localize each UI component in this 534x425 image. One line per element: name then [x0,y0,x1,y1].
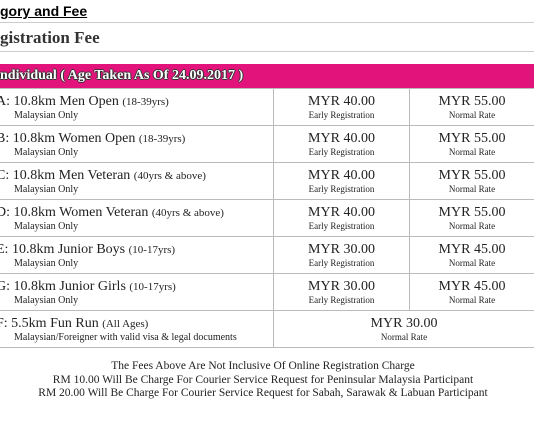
fee: MYR 45.00 [438,279,506,294]
category-line: C: 10.8km Men Veteran (40yrs & above) [0,168,273,184]
fee: MYR 30.00 [308,279,375,294]
fee-label: Early Registration [308,295,375,305]
age-range: (18-39yrs) [138,132,186,145]
table-row: A: 10.8km Men Open (18-39yrs) Malaysian O… [0,88,534,126]
fee: MYR 40.00 [308,131,375,146]
footer: The Fees Above Are Not Inclusive Of Onli… [0,360,526,401]
footer-line: RM 20.00 Will Be Charge For Courier Serv… [38,387,488,399]
normal-fee-cell: MYR 55.00 Normal Rate [409,125,534,163]
category-line: F: 5.5km Fun Run (All Ages) [0,316,273,332]
age-range: (10-17yrs) [129,280,176,293]
fee: MYR 55.00 [438,131,506,146]
divider [0,22,534,23]
table-heading: ndividual ( Age Taken As Of 24.09.2017 ) [0,64,534,88]
normal-fee-cell: MYR 55.00 Normal Rate [409,88,534,126]
category-name: D: 10.8km Women Veteran [0,204,149,220]
category-name: E: 10.8km Junior Boys [0,241,126,257]
fee-label: Normal Rate [448,184,496,194]
section-title: gory and Fee [0,3,88,19]
category-name: F: 5.5km Fun Run [0,315,99,331]
fee-label: Normal Rate [448,295,496,305]
age-range: (40yrs & above) [151,206,224,219]
eligibility: Malaysian Only [14,257,79,269]
table-row: D: 10.8km Women Veteran (40yrs & above) M… [0,199,534,237]
eligibility: Malaysian/Foreigner with valid visa & le… [14,331,237,343]
table-row: C: 10.8km Men Veteran (40yrs & above) Mal… [0,162,534,200]
fee-label: Normal Rate [448,221,496,231]
early-fee-cell: MYR 40.00 Early Registration [273,125,410,163]
fee-table: A: 10.8km Men Open (18-39yrs) Malaysian O… [0,88,534,348]
fee: MYR 45.00 [438,242,506,257]
fee: MYR 40.00 [308,94,375,109]
table-row: E: 10.8km Junior Boys (10-17yrs) Malaysia… [0,236,534,274]
early-fee-cell: MYR 30.00 Early Registration [273,236,410,274]
fee: MYR 30.00 [308,242,375,257]
normal-fee-cell: MYR 55.00 Normal Rate [409,162,534,200]
category-cell: E: 10.8km Junior Boys (10-17yrs) Malaysia… [0,236,274,274]
category-cell: A: 10.8km Men Open (18-39yrs) Malaysian O… [0,88,274,126]
fee: MYR 30.00 [370,316,438,331]
fee-label: Normal Rate [448,258,496,268]
age-range: (18-39yrs) [122,95,169,108]
category-line: E: 10.8km Junior Boys (10-17yrs) [0,242,273,258]
footer-line: RM 10.00 Will Be Charge For Courier Serv… [52,373,474,386]
fee-label: Early Registration [308,184,375,194]
category-line: G: 10.8km Junior Girls (10-17yrs) [0,279,273,295]
eligibility: Malaysian Only [14,146,79,158]
early-fee-cell: MYR 30.00 Early Registration [273,273,410,311]
category-cell: D: 10.8km Women Veteran (40yrs & above) M… [0,199,274,237]
early-fee-cell: MYR 40.00 Early Registration [273,162,410,200]
eligibility: Malaysian Only [14,183,79,195]
fee: MYR 40.00 [308,205,375,220]
fee-label: Early Registration [308,221,375,231]
fee-label: Early Registration [308,258,375,268]
eligibility: Malaysian Only [14,220,79,232]
fee-cell: MYR 30.00 Normal Rate [273,310,534,348]
fee-label: Early Registration [308,110,375,120]
footer-line: The Fees Above Are Not Inclusive Of Onli… [111,360,415,372]
category-cell: C: 10.8km Men Veteran (40yrs & above) Mal… [0,162,274,200]
age-range: (All Ages) [102,317,149,330]
divider [0,51,534,52]
table-row: F: 5.5km Fun Run (All Ages) Malaysian/For… [0,310,534,348]
category-cell: F: 5.5km Fun Run (All Ages) Malaysian/For… [0,310,274,348]
category-name: G: 10.8km Junior Girls [0,278,126,294]
early-fee-cell: MYR 40.00 Early Registration [273,88,410,126]
category-cell: B: 10.8km Women Open (18-39yrs) Malaysian… [0,125,274,163]
early-fee-cell: MYR 40.00 Early Registration [273,199,410,237]
category-name: A: 10.8km Men Open [0,93,119,109]
age-range: (10-17yrs) [128,243,176,256]
normal-fee-cell: MYR 55.00 Normal Rate [409,199,534,237]
section-subtitle: gistration Fee [0,28,100,47]
fee: MYR 55.00 [438,94,506,109]
table-row: G: 10.8km Junior Girls (10-17yrs) Malaysi… [0,273,534,311]
fee-label: Normal Rate [448,110,496,120]
category-name: B: 10.8km Women Open [0,130,136,146]
category-name: C: 10.8km Men Veteran [0,167,131,183]
age-range: (40yrs & above) [133,169,206,182]
category-line: A: 10.8km Men Open (18-39yrs) [0,94,273,110]
normal-fee-cell: MYR 45.00 Normal Rate [409,273,534,311]
fee: MYR 55.00 [438,168,506,183]
fee: MYR 55.00 [438,205,506,220]
normal-fee-cell: MYR 45.00 Normal Rate [409,236,534,274]
eligibility: Malaysian Only [14,294,79,306]
category-line: D: 10.8km Women Veteran (40yrs & above) [0,205,273,221]
eligibility: Malaysian Only [14,109,79,121]
fee-label: Normal Rate [380,332,428,342]
fee: MYR 40.00 [308,168,375,183]
fee-label: Normal Rate [448,147,496,157]
table-row: B: 10.8km Women Open (18-39yrs) Malaysian… [0,125,534,163]
category-cell: G: 10.8km Junior Girls (10-17yrs) Malaysi… [0,273,274,311]
fee-label: Early Registration [308,147,375,157]
category-line: B: 10.8km Women Open (18-39yrs) [0,131,273,147]
